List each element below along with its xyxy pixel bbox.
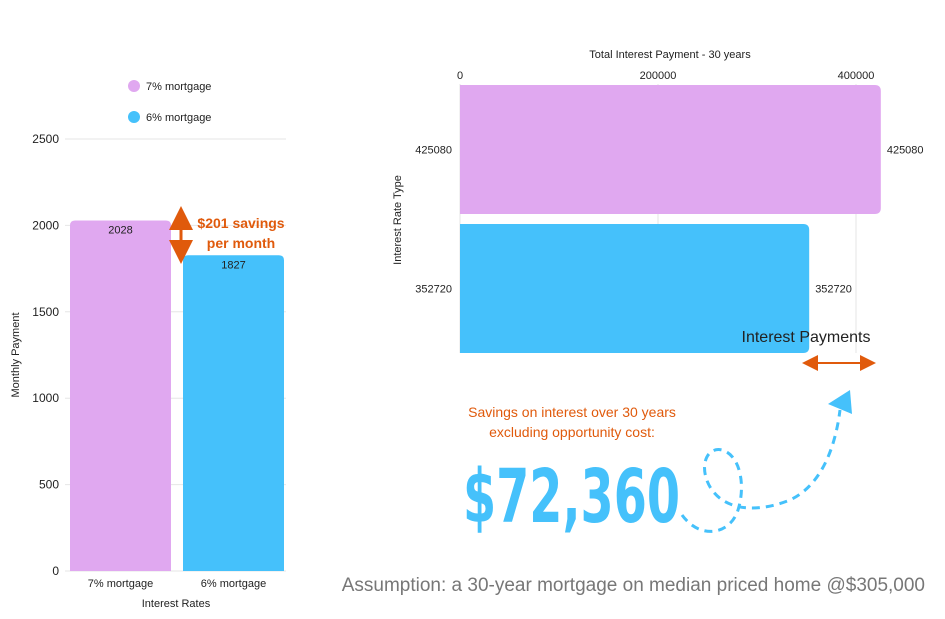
bar-value-label: 352720 — [815, 284, 852, 296]
y-tick-label: 0 — [52, 564, 59, 578]
bars: 425080 352720 — [460, 85, 924, 353]
x-axis-ticks: 7% mortgage 6% mortgage — [88, 578, 266, 590]
y-tick-label: 425080 — [415, 145, 452, 157]
savings-annotation-line1: $201 savings — [197, 215, 284, 231]
y-axis-title: Interest Rate Type — [392, 175, 404, 265]
x-tick-label: 6% mortgage — [201, 578, 266, 590]
monthly-payment-chart: 7% mortgage 6% mortgage 0 500 1000 1500 2000… — [10, 80, 286, 610]
total-interest-chart: Total Interest Payment - 30 years 0 20000… — [392, 49, 924, 363]
legend-label-7pct: 7% mortgage — [146, 81, 211, 93]
x-tick-label: 200000 — [640, 70, 677, 82]
savings-note-line2: excluding opportunity cost: — [489, 424, 655, 440]
infographic-canvas: 7% mortgage 6% mortgage 0 500 1000 1500 2000… — [0, 0, 945, 619]
legend-marker-6pct — [128, 111, 140, 123]
y-axis-title: Monthly Payment — [10, 313, 22, 398]
legend: 7% mortgage 6% mortgage — [128, 80, 211, 124]
y-tick-label: 1000 — [32, 391, 59, 405]
assumption-text: Assumption: a 30-year mortgage on median… — [342, 575, 925, 596]
y-tick-label: 352720 — [415, 284, 452, 296]
dashed-curve-arrow — [682, 410, 840, 531]
interest-payments-label: Interest Payments — [742, 329, 871, 346]
x-tick-label: 7% mortgage — [88, 578, 153, 590]
bar-7pct — [460, 85, 881, 214]
y-tick-label: 1500 — [32, 305, 59, 319]
savings-note-line1: Savings on interest over 30 years — [468, 404, 676, 420]
bars: 2028 1827 — [70, 221, 284, 571]
bar-value-label: 425080 — [887, 145, 924, 157]
savings-annotation-line2: per month — [207, 235, 275, 251]
bar-7pct — [70, 221, 171, 571]
x-tick-label: 0 — [457, 70, 463, 82]
legend-marker-7pct — [128, 80, 140, 92]
bar-value-label: 1827 — [221, 259, 245, 271]
x-tick-label: 400000 — [838, 70, 875, 82]
y-tick-label: 500 — [39, 478, 59, 492]
bar-value-label: 2028 — [108, 225, 132, 237]
legend-label-6pct: 6% mortgage — [146, 112, 211, 124]
savings-amount: $72,360 — [463, 454, 680, 540]
x-axis-title: Interest Rates — [142, 598, 211, 610]
chart-title: Total Interest Payment - 30 years — [589, 49, 751, 61]
savings-callout: Savings on interest over 30 years exclud… — [463, 390, 852, 540]
y-axis-ticks: 425080 352720 — [415, 145, 452, 296]
x-axis-ticks: 0 200000 400000 — [457, 70, 874, 82]
bar-6pct — [183, 255, 284, 571]
y-tick-label: 2500 — [32, 132, 59, 146]
y-axis-ticks: 0 500 1000 1500 2000 2500 — [32, 132, 59, 578]
y-tick-label: 2000 — [32, 218, 59, 232]
